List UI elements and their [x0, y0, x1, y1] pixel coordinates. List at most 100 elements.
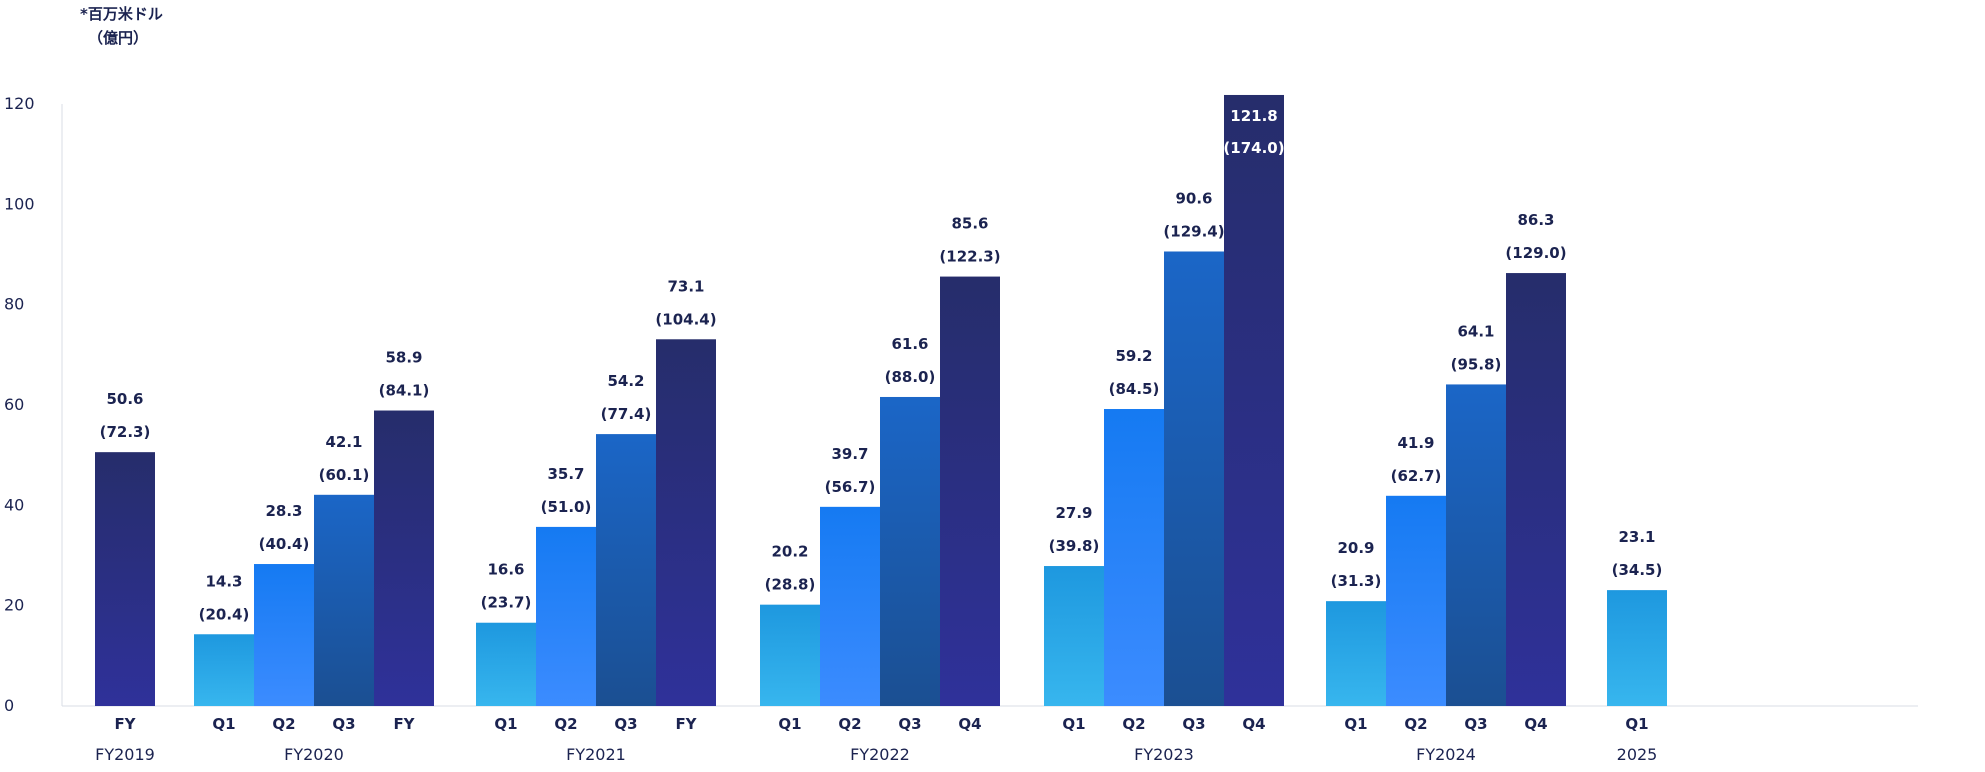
bar-value-sub-label: (88.0): [885, 368, 936, 386]
bar-value-sub-label: (28.8): [765, 576, 816, 594]
bar-fy2022-q4: [940, 276, 1000, 706]
x-tick-label: Q4: [1524, 715, 1547, 733]
bar-fy2024-q1: [1326, 601, 1386, 706]
bar-value-label: 90.6: [1175, 189, 1212, 207]
x-tick-label: Q1: [1625, 715, 1648, 733]
bar-fy2024-q3: [1446, 384, 1506, 706]
group-label: 2025: [1617, 745, 1658, 764]
unit-label-sub: （億円）: [88, 29, 149, 47]
bar-value-label: 20.2: [771, 543, 808, 561]
bar-value-sub-label: (40.4): [259, 535, 310, 553]
bar-value-label: 28.3: [265, 502, 302, 520]
bar-value-sub-label: (56.7): [825, 478, 876, 496]
bar-value-sub-label: (174.0): [1223, 139, 1284, 157]
x-tick-label: Q3: [332, 715, 355, 733]
x-tick-label: Q3: [898, 715, 921, 733]
bar-value-sub-label: (77.4): [601, 405, 652, 423]
bar-2025-q1: [1607, 590, 1667, 706]
bar-value-label: 39.7: [831, 445, 868, 463]
bar-value-sub-label: (39.8): [1049, 537, 1100, 555]
unit-label: *百万米ドル: [80, 5, 163, 23]
bar-value-sub-label: (20.4): [199, 605, 250, 623]
group-label: FY2019: [95, 745, 155, 764]
bar-value-label: 85.6: [951, 215, 988, 233]
bar-value-label: 50.6: [106, 390, 143, 408]
y-tick-label: 40: [4, 495, 24, 514]
y-tick-label: 60: [4, 395, 24, 414]
bar-value-sub-label: (72.3): [100, 423, 151, 441]
x-tick-label: Q4: [958, 715, 981, 733]
bar-fy2023-q1: [1044, 566, 1104, 706]
bar-value-label: 27.9: [1055, 504, 1092, 522]
x-tick-label: FY: [675, 715, 697, 733]
bar-value-sub-label: (60.1): [319, 466, 370, 484]
bar-value-sub-label: (84.1): [379, 382, 430, 400]
bar-fy2022-q2: [820, 506, 880, 706]
bar-value-sub-label: (23.7): [481, 594, 532, 612]
x-tick-label: Q3: [614, 715, 637, 733]
x-tick-label: FY: [393, 715, 415, 733]
x-tick-label: Q2: [1122, 715, 1145, 733]
bar-value-sub-label: (34.5): [1612, 561, 1663, 579]
y-tick-label: 100: [4, 194, 35, 213]
bar-value-label: 16.6: [487, 561, 524, 579]
x-tick-label: Q1: [212, 715, 235, 733]
x-tick-label: Q1: [1062, 715, 1085, 733]
x-tick-label: Q2: [554, 715, 577, 733]
bar-value-label: 35.7: [547, 465, 584, 483]
bar-value-label: 86.3: [1517, 211, 1554, 229]
x-tick-label: Q2: [272, 715, 295, 733]
bar-value-label: 121.8: [1230, 107, 1277, 125]
bar-fy2020-q3: [314, 494, 374, 706]
y-tick-label: 120: [4, 94, 35, 113]
bar-fy2021-q1: [476, 622, 536, 706]
bar-fy2019-fy: [95, 452, 155, 706]
x-tick-label: Q1: [778, 715, 801, 733]
x-tick-label: Q2: [1404, 715, 1427, 733]
bar-fy2020-q2: [254, 564, 314, 706]
bar-value-sub-label: (129.4): [1163, 222, 1224, 240]
bar-value-label: 54.2: [607, 372, 644, 390]
bar-fy2023-q3: [1164, 251, 1224, 707]
bar-value-label: 59.2: [1115, 347, 1152, 365]
group-label: FY2021: [566, 745, 626, 764]
x-tick-label: Q1: [1344, 715, 1367, 733]
y-tick-label: 80: [4, 295, 24, 314]
x-tick-label: Q1: [494, 715, 517, 733]
x-tick-label: FY: [114, 715, 136, 733]
x-tick-label: Q4: [1242, 715, 1265, 733]
bar-value-sub-label: (51.0): [541, 498, 592, 516]
x-tick-label: Q3: [1182, 715, 1205, 733]
bar-fy2023-q4: [1224, 94, 1284, 707]
y-tick-label: 0: [4, 696, 14, 715]
y-tick-label: 20: [4, 596, 24, 615]
bar-fy2024-q4: [1506, 273, 1566, 706]
bar-value-sub-label: (95.8): [1451, 355, 1502, 373]
bar-value-label: 61.6: [891, 335, 928, 353]
bar-value-label: 20.9: [1337, 539, 1374, 557]
x-tick-label: Q2: [838, 715, 861, 733]
bar-value-label: 14.3: [205, 572, 242, 590]
bar-value-sub-label: (122.3): [939, 248, 1000, 266]
bar-fy2023-q2: [1104, 409, 1164, 706]
bar-value-sub-label: (104.4): [655, 310, 716, 328]
group-label: FY2023: [1134, 745, 1194, 764]
bar-value-sub-label: (62.7): [1391, 467, 1442, 485]
group-label: FY2024: [1416, 745, 1476, 764]
bar-value-label: 41.9: [1397, 434, 1434, 452]
bar-value-label: 42.1: [325, 433, 362, 451]
bar-fy2021-q2: [536, 526, 596, 706]
x-tick-label: Q3: [1464, 715, 1487, 733]
group-label: FY2022: [850, 745, 910, 764]
bar-value-sub-label: (31.3): [1331, 572, 1382, 590]
bar-fy2021-fy: [656, 339, 716, 706]
bar-value-sub-label: (84.5): [1109, 380, 1160, 398]
bar-fy2024-q2: [1386, 495, 1446, 706]
group-label: FY2020: [284, 745, 344, 764]
bar-value-label: 58.9: [385, 349, 422, 367]
bar-fy2022-q1: [760, 604, 820, 706]
bar-fy2021-q3: [596, 434, 656, 706]
bar-fy2020-q1: [194, 634, 254, 706]
bar-value-label: 64.1: [1457, 322, 1494, 340]
